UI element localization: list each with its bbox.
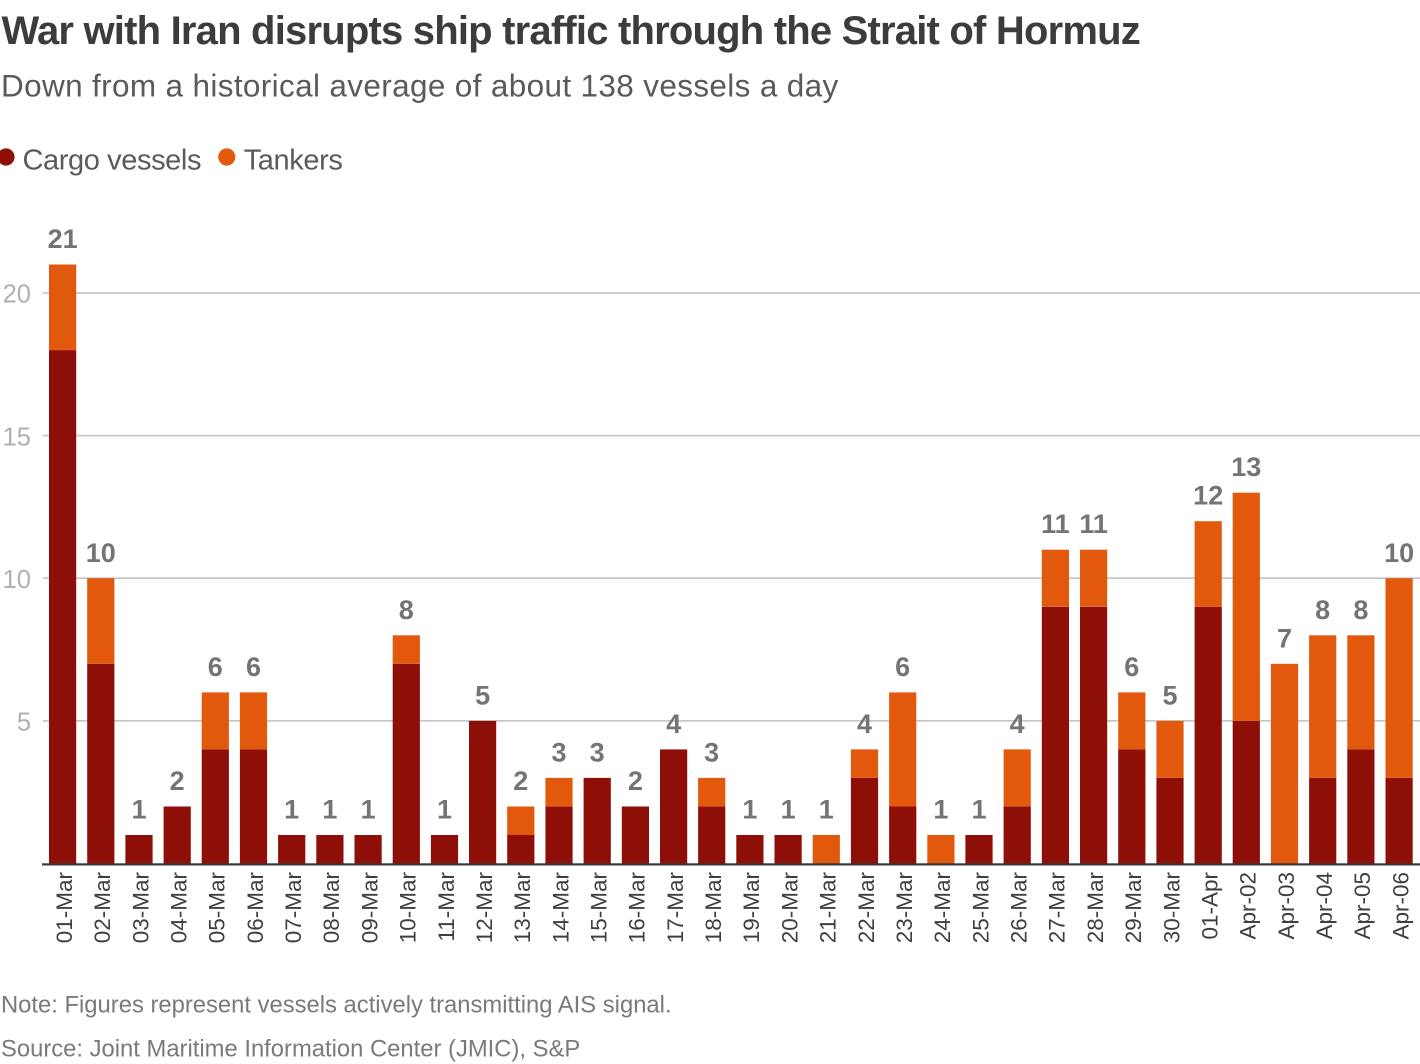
svg-text:05-Mar: 05-Mar [205, 872, 230, 944]
svg-text:3: 3 [704, 737, 719, 767]
svg-text:23-Mar: 23-Mar [892, 872, 917, 944]
svg-text:5: 5 [1162, 680, 1177, 710]
svg-text:18-Mar: 18-Mar [701, 872, 726, 944]
svg-text:1: 1 [437, 795, 452, 825]
svg-text:6: 6 [895, 652, 910, 682]
svg-text:4: 4 [857, 709, 872, 739]
svg-text:21-Mar: 21-Mar [816, 872, 841, 944]
svg-text:27-Mar: 27-Mar [1045, 872, 1070, 944]
svg-text:1: 1 [284, 795, 299, 825]
svg-text:15-Mar: 15-Mar [587, 872, 612, 944]
svg-text:Down from a historical average: Down from a historical average of about … [1, 68, 839, 104]
svg-text:01-Apr: 01-Apr [1198, 872, 1223, 940]
svg-text:16-Mar: 16-Mar [625, 872, 650, 944]
svg-text:2: 2 [170, 766, 185, 796]
svg-text:22-Mar: 22-Mar [854, 872, 879, 944]
svg-text:1: 1 [361, 795, 376, 825]
svg-text:1: 1 [742, 795, 757, 825]
svg-text:Note: Figures represent vessel: Note: Figures represent vessels actively… [1, 992, 672, 1019]
svg-text:07-Mar: 07-Mar [281, 872, 306, 944]
svg-text:2: 2 [628, 766, 643, 796]
svg-text:13: 13 [1231, 452, 1261, 482]
svg-text:10-Mar: 10-Mar [396, 872, 421, 944]
svg-text:6: 6 [1124, 652, 1139, 682]
svg-text:1: 1 [971, 795, 986, 825]
svg-text:25-Mar: 25-Mar [968, 872, 993, 944]
svg-text:12: 12 [1193, 481, 1223, 511]
svg-text:2: 2 [513, 766, 528, 796]
svg-text:04-Mar: 04-Mar [167, 872, 192, 944]
svg-text:21: 21 [48, 224, 78, 254]
svg-text:Source: Joint Maritime Informa: Source: Joint Maritime Information Cente… [1, 1035, 580, 1062]
svg-text:Apr-02: Apr-02 [1236, 872, 1261, 940]
svg-text:1: 1 [322, 795, 337, 825]
svg-text:24-Mar: 24-Mar [930, 872, 955, 944]
svg-text:10: 10 [1384, 538, 1414, 568]
svg-text:14-Mar: 14-Mar [548, 872, 573, 944]
svg-text:29-Mar: 29-Mar [1121, 872, 1146, 944]
svg-text:4: 4 [666, 709, 681, 739]
svg-text:Cargo vessels: Cargo vessels [23, 145, 202, 177]
svg-text:06-Mar: 06-Mar [243, 872, 268, 944]
svg-text:11: 11 [1041, 509, 1070, 539]
svg-text:3: 3 [551, 737, 566, 767]
svg-text:Apr-06: Apr-06 [1388, 872, 1413, 940]
svg-text:10: 10 [86, 538, 116, 568]
svg-text:30-Mar: 30-Mar [1159, 872, 1184, 944]
svg-text:1: 1 [131, 795, 146, 825]
svg-text:10: 10 [3, 566, 31, 594]
svg-text:4: 4 [1010, 709, 1025, 739]
svg-text:6: 6 [208, 652, 223, 682]
svg-text:Tankers: Tankers [244, 145, 343, 177]
svg-text:17-Mar: 17-Mar [663, 872, 688, 944]
svg-text:8: 8 [1315, 595, 1330, 625]
svg-text:11-Mar: 11-Mar [434, 872, 459, 942]
svg-text:09-Mar: 09-Mar [357, 872, 382, 944]
svg-text:War with Iran disrupts ship tr: War with Iran disrupts ship traffic thro… [2, 9, 1140, 53]
svg-text:11: 11 [1079, 509, 1108, 539]
svg-text:08-Mar: 08-Mar [319, 872, 344, 944]
svg-text:02-Mar: 02-Mar [90, 872, 115, 944]
svg-text:1: 1 [819, 795, 834, 825]
svg-text:20-Mar: 20-Mar [777, 872, 802, 944]
svg-text:5: 5 [17, 709, 31, 737]
svg-text:3: 3 [590, 737, 605, 767]
svg-text:Apr-04: Apr-04 [1312, 872, 1337, 940]
svg-text:1: 1 [781, 795, 796, 825]
svg-text:Apr-03: Apr-03 [1274, 872, 1299, 940]
svg-text:03-Mar: 03-Mar [128, 872, 153, 944]
svg-text:8: 8 [1353, 595, 1368, 625]
svg-text:6: 6 [246, 652, 261, 682]
svg-text:5: 5 [475, 680, 490, 710]
svg-text:26-Mar: 26-Mar [1007, 872, 1032, 944]
svg-text:7: 7 [1277, 623, 1292, 653]
svg-text:15: 15 [3, 423, 31, 451]
svg-text:8: 8 [399, 595, 414, 625]
svg-text:28-Mar: 28-Mar [1083, 872, 1108, 944]
svg-text:01-Mar: 01-Mar [52, 872, 77, 944]
svg-text:13-Mar: 13-Mar [510, 872, 535, 944]
svg-text:12-Mar: 12-Mar [472, 872, 497, 944]
svg-text:19-Mar: 19-Mar [739, 872, 764, 944]
svg-text:1: 1 [933, 795, 948, 825]
svg-text:Apr-05: Apr-05 [1350, 872, 1375, 940]
svg-text:20: 20 [3, 281, 31, 309]
